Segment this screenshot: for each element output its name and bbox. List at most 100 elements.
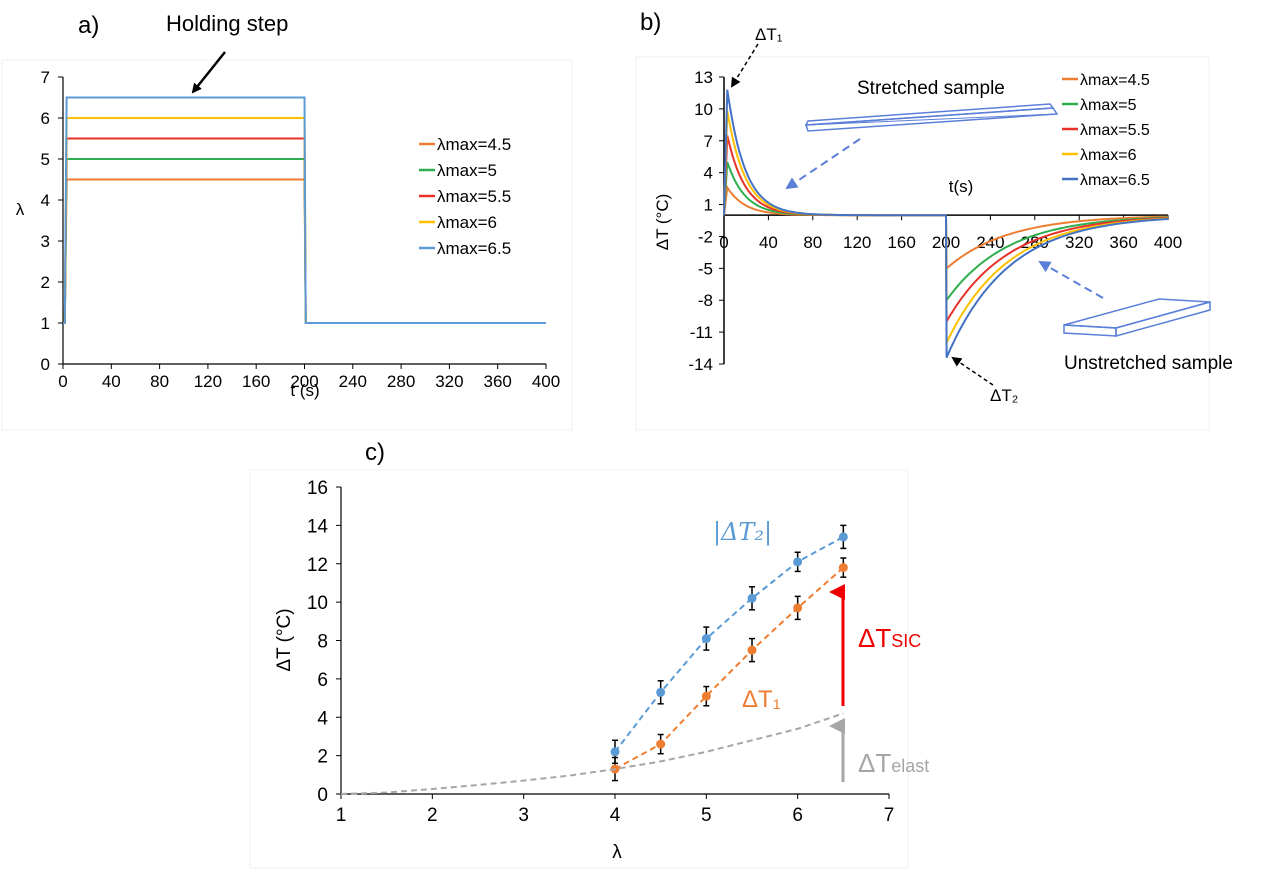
panel-b-y-axis-label: ΔT (°C) (653, 194, 672, 251)
y-tick-label: 4 (704, 164, 713, 183)
panel-a-y-axis-label: λ (16, 200, 25, 219)
holding-step-arrow (191, 51, 226, 94)
x-tick-label: 400 (532, 372, 560, 391)
y-tick-label: 2 (317, 747, 328, 768)
x-tick-label: 120 (194, 372, 222, 391)
x-tick-label: 2 (427, 805, 438, 826)
data-point (701, 691, 711, 701)
series-line (340, 712, 844, 795)
data-point (701, 634, 711, 644)
x-tick-label: 120 (843, 233, 871, 252)
panel-c-y-axis-label: ΔT (°C) (274, 608, 295, 671)
series-line (614, 536, 844, 753)
y-tick-label: 0 (41, 355, 50, 374)
y-tick-label: -14 (688, 355, 713, 374)
x-tick-label: 280 (387, 372, 415, 391)
x-tick-label: 360 (484, 372, 512, 391)
x-tick-label: 240 (339, 372, 367, 391)
x-tick-label: 6 (792, 805, 803, 826)
y-tick-label: -8 (698, 291, 713, 310)
data-point (793, 603, 803, 613)
panel-a-axes: 0 40 80 120 160 200 240 280 320 360 400 0 1 2 3 4 5 6 7 (41, 68, 561, 391)
x-tick-label: 5 (701, 805, 712, 826)
delta-t2-label: ΔT₂ (990, 386, 1018, 405)
data-point (747, 593, 757, 603)
x-tick-label: 160 (887, 233, 915, 252)
x-tick-label: 80 (803, 233, 822, 252)
panel-a-series (63, 96, 546, 324)
y-tick-label: 5 (41, 150, 50, 169)
stretched-sample-arrow (785, 138, 861, 190)
x-tick-label: 320 (1065, 233, 1093, 252)
legend-entry: λmax=5 (437, 161, 497, 180)
data-point (656, 739, 666, 749)
panel-c-x-axis-label: λ (612, 842, 622, 863)
x-tick-label: 400 (1154, 233, 1182, 252)
series-line (614, 566, 844, 770)
legend-entry: λmax=5.5 (437, 187, 511, 206)
data-point (838, 563, 848, 573)
delta-t1-label: ΔT₁ (755, 25, 783, 44)
y-tick-label: 4 (41, 191, 50, 210)
y-tick-label: -2 (698, 227, 713, 246)
y-tick-label: 1 (704, 196, 713, 215)
x-tick-label: 200 (290, 372, 318, 391)
legend-entry: λmax=4.5 (437, 135, 511, 154)
legend-entry: λmax=5 (1080, 97, 1137, 114)
x-tick-label: 1 (336, 805, 347, 826)
y-tick-label: 7 (704, 132, 713, 151)
y-tick-label: 16 (307, 478, 328, 499)
delta-t-sic-label: ΔTSIC (858, 623, 921, 653)
x-tick-label: 0 (719, 233, 728, 252)
panel-a-legend: λmax=4.5 λmax=5 λmax=5.5 λmax=6 λmax=6.5 (419, 135, 511, 258)
unstretched-sample-arrow (1038, 261, 1104, 299)
y-tick-label: 10 (307, 593, 328, 614)
legend-entry: λmax=6.5 (1080, 172, 1150, 189)
data-point (656, 687, 666, 697)
x-tick-label: 7 (884, 805, 895, 826)
y-tick-label: 1 (41, 314, 50, 333)
y-tick-label: -11 (690, 323, 713, 342)
legend-entry: λmax=6.5 (437, 239, 511, 258)
series-line (63, 96, 546, 324)
y-tick-label: 2 (41, 273, 50, 292)
unstretched-sample-label: Unstretched sample (1064, 353, 1233, 374)
legend-entry: λmax=5.5 (1080, 122, 1150, 139)
panel-a-label: a) (78, 12, 99, 39)
x-tick-label: 0 (58, 372, 67, 391)
stretched-sample-sketch (804, 103, 1059, 132)
panel-b: b) 0 40 80 120 160 200 240 280 320 360 4001310741-… (635, 9, 1233, 431)
panel-b-inner-x-label: t(s) (949, 177, 974, 196)
panel-b-label: b) (640, 9, 661, 36)
panel-b-series (723, 89, 1169, 358)
holding-step-annotation: Holding step (166, 11, 288, 36)
delta-t1-series-label: ΔT₁ (742, 686, 781, 713)
y-tick-label: 8 (317, 632, 328, 653)
y-tick-label: 13 (694, 68, 713, 87)
legend-entry: λmax=6 (1080, 147, 1137, 164)
legend-entry: λmax=6 (437, 213, 497, 232)
x-tick-label: 160 (242, 372, 270, 391)
y-tick-label: -5 (698, 259, 713, 278)
legend-entry: λmax=4.5 (1080, 72, 1150, 89)
data-point (838, 532, 848, 542)
x-tick-label: 4 (610, 805, 621, 826)
y-tick-label: 14 (307, 516, 329, 537)
stretched-sample-label: Stretched sample (857, 78, 1005, 99)
abs-delta-t2-label: |ΔT₂| (713, 518, 772, 547)
panel-a: a) Holding step 0 40 80 120 160 200 240 280 320 3… (1, 11, 573, 431)
series-line (723, 89, 1169, 358)
y-tick-label: 3 (41, 232, 50, 251)
x-tick-label: 80 (150, 372, 169, 391)
panel-b-legend: λmax=4.5 λmax=5 λmax=5.5 λmax=6 λmax=6.5 (1062, 72, 1150, 189)
data-point (793, 557, 803, 567)
x-tick-label: 320 (435, 372, 463, 391)
y-tick-label: 6 (317, 670, 328, 691)
x-tick-label: 3 (518, 805, 529, 826)
data-point (747, 645, 757, 655)
x-tick-label: 40 (102, 372, 121, 391)
panel-c-label: c) (365, 439, 385, 466)
y-tick-label: 12 (307, 555, 328, 576)
